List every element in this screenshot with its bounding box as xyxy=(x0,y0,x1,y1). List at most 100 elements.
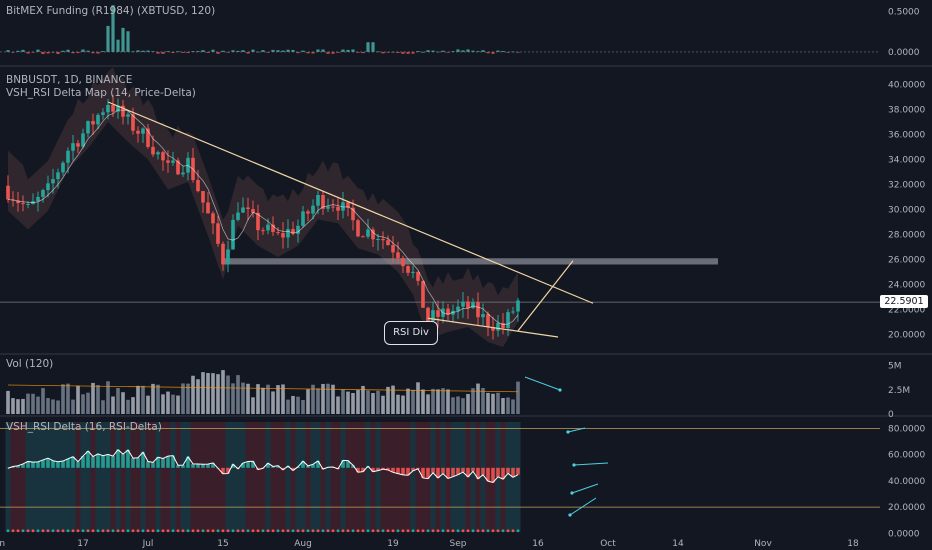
rsi-background-column xyxy=(80,422,86,532)
volume-bar xyxy=(426,394,430,414)
candle-body xyxy=(486,314,490,328)
funding-bar xyxy=(216,51,220,54)
funding-bar xyxy=(316,49,320,52)
rsi-background-column xyxy=(290,422,296,532)
rsi-y-tick: 20.0000 xyxy=(888,503,925,513)
rsi-background-column xyxy=(90,422,96,532)
signal-dot xyxy=(416,529,420,533)
signal-dot xyxy=(361,529,365,533)
funding-bar xyxy=(381,51,385,54)
candle-body xyxy=(251,209,255,213)
volume-bar xyxy=(216,374,220,414)
volume-bar xyxy=(101,400,105,414)
volume-bar xyxy=(506,397,510,414)
volume-bar xyxy=(246,383,250,414)
rsi-background-column xyxy=(230,422,236,532)
candle-body xyxy=(46,183,50,191)
candle-body xyxy=(431,310,435,322)
volume-bar xyxy=(226,375,230,414)
funding-bar xyxy=(491,51,495,54)
rsi-delta-bar xyxy=(391,467,395,473)
signal-dot xyxy=(516,529,520,533)
volume-bar xyxy=(376,390,380,414)
volume-bar xyxy=(301,400,305,414)
funding-bar xyxy=(251,49,255,52)
funding-bar xyxy=(91,51,95,54)
rsi-delta-bar xyxy=(461,467,465,473)
rsi-background-column xyxy=(160,422,166,532)
funding-bar xyxy=(281,50,285,52)
candle-body xyxy=(56,172,60,180)
volume-bar xyxy=(466,394,470,414)
candle-body xyxy=(206,202,210,214)
rsi-background-column xyxy=(5,422,11,532)
candle-body xyxy=(221,243,225,265)
rsi-background-column xyxy=(125,422,131,532)
signal-dot xyxy=(321,529,325,533)
rsi-delta-bar xyxy=(61,461,65,468)
signal-dot xyxy=(296,529,300,533)
last-price-tag: 22.5901 xyxy=(880,295,928,308)
signal-dot xyxy=(456,529,460,533)
volume-bar xyxy=(416,382,420,414)
candle-body xyxy=(266,224,270,231)
candle-body xyxy=(506,312,510,328)
volume-bar xyxy=(451,397,455,414)
funding-bar xyxy=(56,51,60,54)
signal-dot xyxy=(451,529,455,533)
volume-bar xyxy=(386,386,390,414)
rsi-background-column xyxy=(305,422,311,532)
rsi-delta-bar xyxy=(471,467,475,472)
signal-dot xyxy=(471,529,475,533)
rsi-background-column xyxy=(120,422,126,532)
signal-dot xyxy=(346,529,350,533)
funding-bar xyxy=(331,51,335,54)
candle-body xyxy=(471,302,475,309)
signal-dot xyxy=(441,529,445,533)
signal-dot xyxy=(21,529,25,533)
rsi-background-column xyxy=(30,422,36,532)
volume-bar xyxy=(191,375,195,414)
rsi-background-column xyxy=(375,422,381,532)
funding-bar xyxy=(366,42,370,52)
volume-bar xyxy=(81,394,85,414)
rsi-delta-bar xyxy=(106,454,110,468)
volume-bar xyxy=(251,397,255,414)
signal-dot xyxy=(351,529,355,533)
candle-body xyxy=(241,207,245,213)
candle-body xyxy=(516,300,520,312)
volume-bar xyxy=(406,388,410,414)
rsi-background-column xyxy=(515,422,521,532)
volume-bar xyxy=(206,373,210,414)
funding-bar xyxy=(196,51,200,52)
volume-bar xyxy=(146,395,150,414)
rsi-delta-bar xyxy=(231,464,235,468)
rsi-delta-bar xyxy=(171,455,175,468)
rsi-background-column xyxy=(20,422,26,532)
rsi-delta-bar xyxy=(211,462,215,468)
signal-dot xyxy=(146,529,150,533)
rsi-delta-bar xyxy=(196,463,200,468)
x-axis-tick: 15 xyxy=(217,539,228,549)
signal-dot xyxy=(511,529,515,533)
funding-bar xyxy=(156,51,160,54)
signal-dot xyxy=(316,529,320,533)
signal-dot xyxy=(436,529,440,533)
funding-bar xyxy=(456,49,460,52)
volume-bar xyxy=(336,396,340,414)
signal-dot xyxy=(91,529,95,533)
signal-dot xyxy=(266,529,270,533)
rsi-background-column xyxy=(410,422,416,532)
signal-dot xyxy=(31,529,35,533)
signal-dot xyxy=(481,529,485,533)
rsi-background-column xyxy=(320,422,326,532)
volume-bar xyxy=(266,384,270,414)
rsi-delta-bar xyxy=(281,467,285,470)
candle-body xyxy=(196,180,200,192)
rsi-delta-bar xyxy=(421,467,425,478)
funding-bar xyxy=(66,49,70,52)
price-y-tick: 38.0000 xyxy=(888,106,925,116)
volume-bar xyxy=(311,384,315,414)
volume-bar xyxy=(96,385,100,414)
